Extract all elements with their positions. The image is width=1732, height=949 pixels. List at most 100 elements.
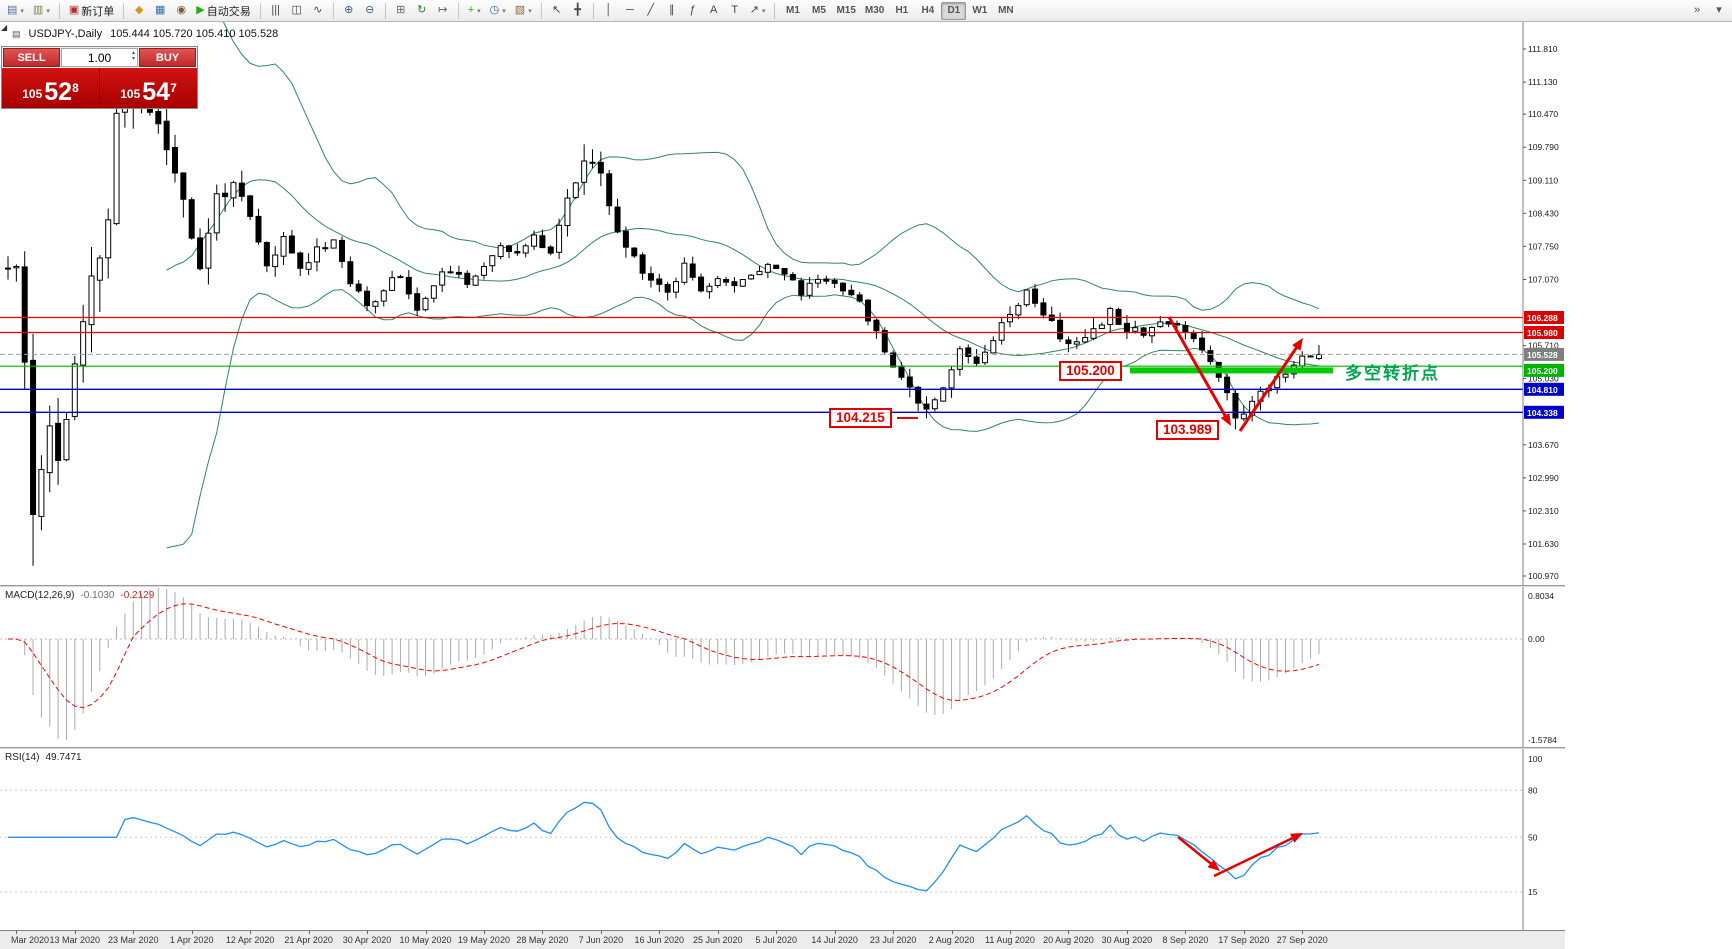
trendline-icon: ╱ [647, 4, 655, 16]
bid-price[interactable]: 105 52 8 [2, 68, 100, 108]
timeframe-m15-button[interactable]: M15 [836, 5, 856, 16]
vertical-line-button[interactable]: │ [599, 2, 619, 20]
tile-windows-button[interactable]: ⊞ [391, 2, 411, 20]
templates-dropdown-icon[interactable]: ▾ [528, 7, 532, 15]
time-label: 10 May 2020 [399, 935, 452, 945]
annotation-arrow[interactable] [1213, 835, 1297, 878]
price-annotation-104215[interactable]: 104.215 [829, 408, 892, 428]
data-window-button[interactable]: ▦ [150, 2, 170, 20]
rsi-chart[interactable]: 100 80 50 15 [0, 749, 1565, 930]
price-annotation-105200[interactable]: 105.200 [1059, 361, 1122, 381]
volume-down-icon[interactable]: ▾ [131, 56, 135, 62]
annotation-arrow[interactable] [1167, 316, 1229, 420]
new-chart-button[interactable]: ▤ ▾ [3, 2, 28, 20]
text-label-button[interactable]: T [725, 2, 745, 20]
templates-button[interactable]: ▧ ▾ [511, 2, 536, 20]
cn-note-text[interactable]: 多空转折点 [1345, 364, 1440, 383]
time-label: 30 Apr 2020 [342, 935, 392, 945]
toolbar-overflow-button[interactable]: » [1687, 2, 1707, 20]
buy-button[interactable]: BUY [139, 48, 196, 67]
navigator-button[interactable]: ◉ [171, 2, 191, 20]
indicators-dropdown-icon[interactable]: ▾ [477, 7, 481, 15]
time-axis[interactable]: Mar 2020 13 Mar 2020 23 Mar 2020 1 Apr 2020… [0, 930, 1565, 949]
green-zone-line[interactable] [1130, 367, 1333, 374]
auto-scroll-button[interactable]: ↻ [412, 2, 432, 20]
bar-chart-button[interactable]: ||| [266, 2, 286, 20]
periods-icon: ◷ [489, 4, 500, 16]
bid-prefix: 105 [22, 87, 43, 101]
cursor-button[interactable]: ↖ [547, 2, 567, 20]
zoom-out-button[interactable]: ⊖ [360, 2, 380, 20]
arrows-tool-button[interactable]: ↗ ▾ [746, 2, 770, 20]
volume-field[interactable]: 1.00 ▴ ▾ [61, 48, 138, 67]
volume-up-icon[interactable]: ▴ [131, 50, 135, 56]
macd-panel[interactable]: 0.8034 0.00 -1.5784 MACD(12,26,9) -0.1030 … [0, 587, 1565, 747]
timeframe-w1-button[interactable]: W1 [972, 5, 988, 16]
svg-text:100.970: 100.970 [1528, 571, 1559, 581]
autotrading-button[interactable]: ▶ 自动交易 [192, 2, 254, 20]
time-tick [1126, 931, 1128, 934]
rsi-panel[interactable]: 100 80 50 15 RSI(14) 49.7471 [0, 749, 1565, 930]
chart-shift-button[interactable]: ↦ [433, 2, 453, 20]
timeframe-m30-button[interactable]: M30 [864, 5, 885, 16]
rsi-annotation-arrows[interactable] [1177, 833, 1303, 878]
sell-button[interactable]: SELL [3, 48, 60, 67]
new-order-icon: ▣ [68, 4, 80, 16]
new-chart-dropdown-icon[interactable]: ▾ [20, 7, 24, 15]
annotation-arrow[interactable] [1238, 343, 1300, 432]
arrows-tool-dropdown-icon[interactable]: ▾ [761, 7, 766, 15]
crosshair-button[interactable]: ╋ [568, 2, 588, 20]
main-chart-panel[interactable]: 111.810 111.130 110.470 109.790 109.110 108.4… [0, 22, 1565, 585]
fibonacci-button[interactable]: ƒ [683, 2, 703, 20]
timeframe-m1-button[interactable]: M1 [786, 5, 800, 16]
toolbar-overflow-icon: » [1693, 4, 1701, 16]
timeframe-h1-button[interactable]: H1 [895, 5, 909, 16]
trendline-button[interactable]: ╱ [641, 2, 661, 20]
market-watch-button[interactable]: ◆ [129, 2, 149, 20]
macd-value-main: -0.1030 [80, 590, 115, 601]
periods-button[interactable]: ◷ ▾ [486, 2, 510, 20]
svg-text:104.810: 104.810 [1527, 385, 1558, 395]
time-tick [308, 931, 310, 934]
bollinger-upper-band [222, 22, 1320, 311]
profiles-button[interactable]: ▥ ▾ [29, 2, 54, 20]
zoom-in-button[interactable]: ⊕ [339, 2, 359, 20]
price-annotation-103989[interactable]: 103.989 [1156, 420, 1219, 440]
line-chart-button[interactable]: ∿ [308, 2, 328, 20]
annotation-arrowhead [1290, 833, 1303, 843]
toolbar-separator [592, 2, 594, 19]
annotation-arrow[interactable] [1177, 836, 1215, 867]
ask-price[interactable]: 105 54 7 [100, 68, 197, 108]
text-button[interactable]: A [704, 2, 724, 20]
timeframe-mn-button[interactable]: MN [998, 5, 1014, 16]
one-click-toggle-icon[interactable]: ◢ [1, 23, 8, 32]
svg-text:102.990: 102.990 [1528, 473, 1559, 483]
panel-separator[interactable] [0, 747, 1565, 749]
macd-chart[interactable]: 0.8034 0.00 -1.5784 [0, 587, 1565, 747]
svg-text:109.790: 109.790 [1528, 142, 1559, 152]
annotation-arrows[interactable] [897, 316, 1303, 432]
svg-text:111.810: 111.810 [1528, 44, 1558, 54]
price-axis[interactable]: 111.810 111.130 110.470 109.790 109.110 108.4… [1522, 22, 1564, 585]
ask-prefix: 105 [120, 87, 141, 101]
periods-dropdown-icon[interactable]: ▾ [502, 7, 506, 15]
timeframe-m5-button[interactable]: M5 [812, 5, 826, 16]
time-label: 5 Jul 2020 [755, 935, 797, 945]
toolbar-customize-button[interactable]: ▾ [1709, 2, 1729, 20]
profiles-dropdown-icon[interactable]: ▾ [46, 7, 50, 15]
svg-text:104.338: 104.338 [1527, 408, 1558, 418]
horizontal-line-icon: ─ [625, 4, 634, 16]
equidistant-channel-button[interactable]: ∥ [662, 2, 682, 20]
candlestick-chart-button[interactable]: ◫ [287, 2, 307, 20]
horizontal-line-button[interactable]: ─ [620, 2, 640, 20]
timeframe-h4-button[interactable]: H4 [921, 5, 935, 16]
timeframe-d1-button[interactable]: D1 [941, 1, 967, 20]
main-chart[interactable]: 111.810 111.130 110.470 109.790 109.110 108.4… [0, 22, 1565, 585]
rsi-title: RSI(14) 49.7471 [5, 752, 82, 763]
panel-separator[interactable] [0, 585, 1565, 587]
indicators-button[interactable]: + ▾ [464, 2, 485, 20]
zoom-out-icon: ⊖ [365, 4, 375, 16]
svg-text:107.750: 107.750 [1528, 241, 1559, 251]
new-order-button[interactable]: ▣ 新订单 [65, 2, 118, 20]
time-label: 23 Mar 2020 [107, 935, 159, 945]
